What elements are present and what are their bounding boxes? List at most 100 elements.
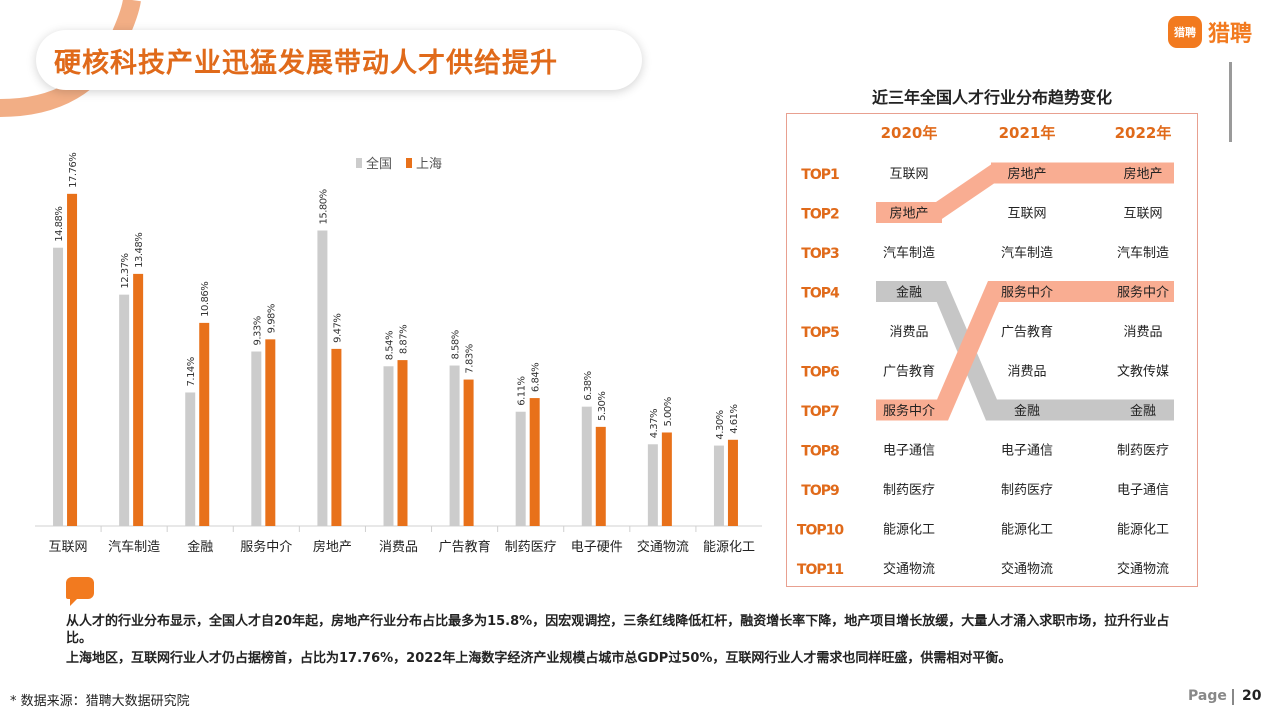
industry-cell: 制药医疗	[883, 483, 935, 498]
industry-cell: 消费品	[1123, 325, 1162, 340]
industry-cell: 电子通信	[883, 444, 935, 459]
bar-value-label: 6.11%	[517, 376, 528, 405]
industry-cell: 房地产	[889, 206, 928, 222]
brand-logo: 猎聘 猎聘	[1167, 16, 1252, 48]
rank-label: TOP7	[801, 404, 839, 420]
industry-cell: 汽车制造	[1001, 245, 1053, 261]
bar-shanghai	[265, 339, 276, 526]
bar-shanghai	[529, 398, 540, 526]
bar-national	[53, 247, 64, 526]
rank-label: TOP4	[801, 286, 840, 302]
industry-cell: 服务中介	[1001, 285, 1053, 301]
band-segment	[928, 281, 1008, 421]
bar-national	[383, 366, 394, 526]
bar-value-label: 15.80%	[318, 189, 329, 224]
category-label: 房地产	[313, 539, 352, 555]
industry-cell: 交通物流	[1001, 561, 1053, 577]
bar-value-label: 7.14%	[186, 357, 197, 386]
year-header: 2021年	[999, 124, 1056, 142]
bar-national	[185, 392, 196, 526]
industry-cell: 互联网	[1007, 207, 1046, 222]
bar-national	[449, 365, 460, 526]
bar-shanghai	[463, 379, 474, 526]
data-source: * 数据来源：猎聘大数据研究院	[10, 694, 190, 709]
industry-cell: 消费品	[889, 325, 928, 340]
rank-label: TOP10	[797, 523, 844, 539]
bar-national	[713, 445, 724, 526]
industry-cell: 服务中介	[883, 403, 935, 419]
industry-cell: 汽车制造	[1117, 245, 1169, 261]
logo-text: 猎聘	[1207, 22, 1252, 47]
bar-national	[119, 294, 130, 526]
bar-value-label: 17.76%	[68, 153, 79, 188]
legend-swatch	[406, 158, 412, 168]
bar-value-label: 6.84%	[531, 363, 542, 392]
category-label: 制药医疗	[505, 540, 557, 555]
legend-label: 上海	[416, 157, 442, 172]
bar-value-label: 8.87%	[399, 325, 410, 354]
bar-value-label: 14.88%	[54, 207, 65, 242]
bar-national	[251, 351, 262, 526]
rank-label: TOP2	[801, 207, 839, 223]
band-segment	[986, 399, 1174, 421]
bar-national	[317, 230, 328, 526]
bar-value-label: 4.30%	[715, 410, 726, 439]
industry-cell: 电子通信	[1001, 444, 1053, 459]
rank-label: TOP11	[797, 562, 843, 578]
bar-value-label: 4.37%	[649, 409, 660, 438]
industry-cell: 交通物流	[883, 561, 935, 577]
category-label: 服务中介	[240, 539, 292, 555]
industry-cell: 金融	[1130, 403, 1156, 419]
year-header: 2022年	[1115, 124, 1172, 142]
category-label: 交通物流	[637, 539, 689, 555]
industry-cell: 消费品	[1007, 365, 1046, 380]
bar-shanghai	[595, 426, 606, 526]
category-label: 汽车制造	[108, 539, 160, 555]
note-paragraph-2: 上海地区，互联网行业人才仍占据榜首，占比为17.76%，2022年上海数字经济产…	[66, 651, 1012, 666]
legend-swatch	[356, 158, 362, 168]
industry-cell: 制药医疗	[1001, 483, 1053, 498]
rank-label: TOP3	[801, 246, 839, 262]
industry-cell: 房地产	[1007, 166, 1046, 182]
rank-label: TOP9	[801, 483, 839, 499]
trend-band-orange-service	[876, 281, 1174, 421]
industry-cell: 广告教育	[883, 364, 935, 380]
bar-shanghai	[331, 348, 342, 526]
industry-cell: 交通物流	[1117, 561, 1169, 577]
industry-cell: 能源化工	[1001, 523, 1053, 538]
bar-national	[515, 411, 526, 526]
category-label: 互联网	[49, 540, 88, 555]
bar-value-label: 5.30%	[597, 392, 608, 421]
bar-value-label: 12.37%	[120, 254, 131, 289]
bar-value-label: 7.83%	[465, 344, 476, 373]
bar-national	[581, 406, 592, 526]
industry-cell: 互联网	[889, 167, 928, 182]
chart-legend: 全国 上海	[356, 156, 442, 172]
bar-value-label: 9.47%	[332, 314, 343, 343]
page-title-banner: 硬核科技产业迅猛发展带动人才供给提升	[36, 30, 642, 90]
industry-cell: 制药医疗	[1117, 444, 1169, 459]
trend-band-orange-realestate	[876, 162, 1174, 223]
bar-national	[647, 444, 658, 526]
category-label: 消费品	[379, 540, 418, 555]
industry-cell: 金融	[896, 285, 922, 301]
rank-label: TOP1	[801, 167, 839, 183]
industry-cell: 能源化工	[883, 523, 935, 538]
band-segment	[991, 162, 1174, 184]
legend-label: 全国	[366, 156, 392, 172]
rank-label: TOP5	[801, 325, 839, 341]
bar-value-label: 9.98%	[266, 304, 277, 333]
bar-shanghai	[133, 273, 144, 526]
band-segment	[876, 202, 942, 223]
bar-shanghai	[727, 439, 738, 526]
band-segment	[936, 162, 994, 223]
bar-shanghai	[661, 432, 672, 526]
industry-cell: 广告教育	[1001, 324, 1053, 340]
page-title: 硬核科技产业迅猛发展带动人才供给提升	[54, 47, 558, 79]
page-number: 20	[1242, 688, 1262, 704]
category-label: 金融	[187, 539, 213, 555]
industry-cell: 房地产	[1123, 166, 1162, 182]
bar-value-label: 4.61%	[729, 404, 740, 433]
bar-value-label: 8.54%	[385, 331, 396, 360]
bar-shanghai	[199, 322, 210, 526]
